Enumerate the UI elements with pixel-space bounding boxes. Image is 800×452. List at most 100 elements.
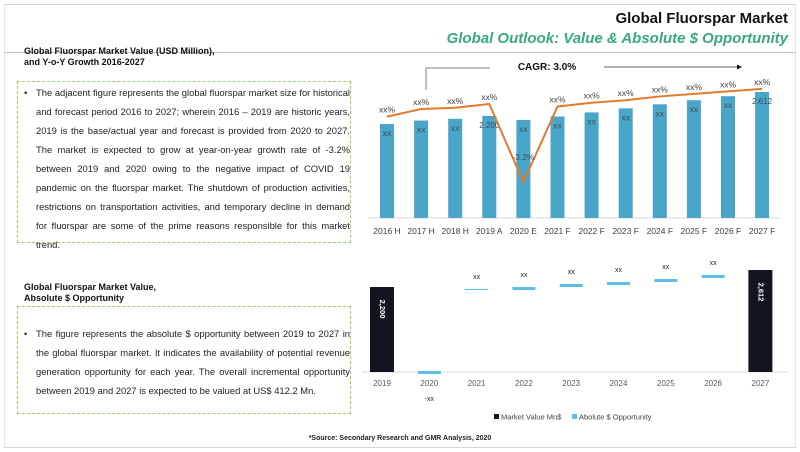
bullet-icon: • [24,328,28,339]
chart1-x-tick-label: 2018 H [441,226,468,236]
chart1-bar [414,120,429,218]
chart2-x-tick-label: 2023 [562,379,580,388]
legend-opportunity-label: Abolute $ Opportunity [579,413,652,422]
chart1-bar-label: xx [417,125,426,135]
section1-text: • The adjacent figure represents the glob… [18,83,350,254]
chart1-line-label: xx% [379,105,396,115]
legend-market-value-swatch [494,414,499,419]
chart2-market-value-bar [370,287,394,372]
chart1-x-tick-label: 2021 F [544,226,570,236]
section2-text: • The figure represents the absolute $ op… [18,324,350,400]
chart1-bar [652,104,667,218]
chart1-bar [584,112,599,218]
chart1-line-label: xx% [549,95,566,105]
chart1-bar-label: 2,612 [752,97,773,106]
chart1-x-tick-label: 2024 F [647,226,673,236]
chart1-line-label: xx% [686,82,703,92]
chart2-x-tick-label: 2019 [373,379,391,388]
chart1-x-tick-label: 2022 F [578,226,604,236]
source-footnote: *Source: Secondary Research and GMR Anal… [308,435,492,442]
chart2-opportunity-label: xx [662,264,670,271]
chart2-opportunity-bar [607,282,630,285]
section1-text-content: The adjacent figure represents the globa… [36,87,350,250]
chart2-x-tick-label: 2027 [752,379,770,388]
chart1-bar [721,96,735,218]
chart1-x-tick-label: 2026 F [715,226,741,236]
chart2-opportunity-bar [417,371,441,374]
chart2-market-value-label: 2,200 [378,300,387,319]
cagr-label: CAGR: 3.0% [518,62,576,73]
yoy-growth-line [386,87,763,184]
chart1-x-tick-label: 2019 A [476,226,503,236]
chart1-bar [755,92,770,218]
chart2-x-tick-label: 2025 [657,379,675,388]
section2-title: Global Fluorspar Market Value, Absolute … [24,282,156,304]
legend-opportunity-swatch [572,414,577,419]
chart1-bar [686,100,701,218]
section1-text-box: • The adjacent figure represents the glob… [17,81,351,250]
section2-title-line1: Global Fluorspar Market Value, [24,282,157,292]
chart1-bar-label: xx [383,128,392,138]
chart2-x-tick-label: 2024 [610,379,628,388]
chart1-x-tick-label: 2017 H [407,226,434,236]
chart2-opportunity-label: xx [568,269,576,276]
chart1-line-label: xx% [584,91,601,101]
chart2-x-tick-label: 2020 [420,379,438,388]
chart1-bar-label: xx [621,112,630,122]
chart2-opportunity-bar [465,289,489,290]
chart2-opportunity-label: -xx [425,396,435,403]
cagr-bracket-line [425,67,490,90]
chart1-bar-label: xx [724,100,733,110]
section2-title-line2: Absolute $ Opportunity [24,293,124,303]
chart2-x-tick-label: 2026 [704,379,722,388]
chart1-bar [380,124,394,218]
chart2-opportunity-bar [559,284,583,287]
section2-text-content: The figure represents the absolute $ opp… [36,328,350,396]
chart1-line-label: xx% [618,88,635,98]
chart1-line-label: xx% [413,97,430,107]
chart1-bar [482,115,497,218]
chart1-bar-label: xx [451,123,460,133]
chart2-opportunity-bar [654,279,678,282]
chart1-bar-label: xx [519,124,528,134]
chart1-bar-label: xx [656,108,665,118]
bullet-icon: • [24,87,28,98]
chart1-line-label: xx% [652,84,669,94]
chart1-line-label: xx% [447,96,464,106]
page-title: Global Fluorspar Market [615,10,788,27]
section1-title-line1: Global Fluorspar Market Value (USD Milli… [24,46,215,56]
chart1-bar-label: xx [690,104,699,114]
chart1-line-label: xx% [720,79,737,89]
chart2-opportunity-label: xx [520,272,528,279]
chart2-market-value-label: 2,612 [756,283,765,302]
chart1-bar [448,118,463,218]
chart1-x-tick-label: 2020 E [510,226,537,236]
chart1-line-label: -3.2% [512,152,535,162]
section1-title-line2: and Y-o-Y Growth 2016-2027 [24,57,145,67]
chart2-opportunity-label: xx [615,267,623,274]
section1-title: Global Fluorspar Market Value (USD Milli… [24,46,215,68]
chart1-bar-label: xx [587,116,596,126]
chart1-x-tick-label: 2016 H [373,226,400,236]
chart1-bar [618,108,633,218]
chart1-bar-label: xx [553,120,562,130]
chart2-opportunity-bar [512,287,536,290]
page-frame [4,4,796,448]
chart2-opportunity-label: xx [473,274,481,281]
chart2-x-tick-label: 2021 [468,379,486,388]
chart1-bar [550,116,565,218]
legend-market-value-label: Market Value Mn$ [501,413,562,422]
chart1-x-tick-label: 2027 F [749,226,775,236]
page-subtitle: Global Outlook: Value & Absolute $ Oppor… [446,30,788,47]
chart1-bar [516,119,531,218]
chart2-opportunity-label: xx [710,260,718,267]
cagr-arrow-head [737,64,742,70]
chart1-line-label: xx% [754,77,771,87]
chart2-x-tick-label: 2022 [515,379,533,388]
section2-text-box: • The figure represents the absolute $ op… [17,306,351,414]
chart1-x-tick-label: 2025 F [681,226,707,236]
chart2-market-value-bar [748,270,773,372]
header-divider [4,52,796,53]
chart2-opportunity-bar [701,275,725,278]
chart1-line-label: xx% [481,92,498,102]
